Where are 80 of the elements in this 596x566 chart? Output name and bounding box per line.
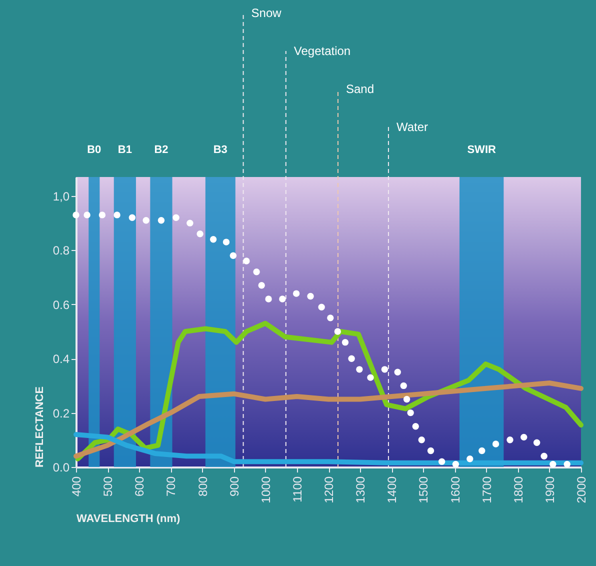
point (265, 296, 272, 302)
x-tick-label: 2000 (574, 476, 588, 504)
point (230, 252, 237, 259)
point (72, 212, 80, 218)
ref-line-label: Sand (346, 82, 374, 96)
point (196, 230, 204, 238)
y-tick-label: 0.8 (52, 244, 70, 258)
point (128, 214, 136, 221)
point (243, 258, 250, 264)
y-tick-label: 0.0 (52, 460, 70, 474)
y-axis-title: REFLECTANCE (34, 386, 46, 468)
band-label: B0 (87, 144, 102, 156)
point (394, 368, 401, 376)
point (253, 268, 260, 276)
point (348, 355, 355, 362)
point (334, 328, 342, 335)
point (478, 447, 486, 454)
x-tick-label: 800 (196, 476, 210, 497)
x-tick-label: 1900 (542, 476, 557, 504)
y-tick-label: 0.2 (52, 406, 70, 420)
point (279, 296, 286, 302)
point (564, 460, 570, 468)
point (327, 314, 334, 322)
point (452, 460, 460, 468)
point (506, 436, 514, 444)
x-tick-label: 1000 (258, 476, 273, 504)
point (466, 456, 474, 462)
point (84, 212, 90, 218)
point (158, 217, 165, 224)
point (342, 338, 349, 346)
x-tick-label: 600 (132, 476, 147, 497)
x-tick-label: 1500 (416, 476, 431, 504)
point (142, 217, 150, 224)
point (533, 439, 540, 446)
point (367, 374, 374, 381)
point (407, 409, 414, 416)
point (210, 236, 217, 243)
point (418, 436, 425, 444)
point (356, 366, 363, 373)
point (550, 460, 556, 468)
point (222, 238, 230, 246)
x-tick-label: 1400 (385, 476, 400, 504)
point (492, 440, 500, 448)
x-tick-label: 1100 (290, 476, 304, 502)
ref-line-label: Snow (251, 6, 282, 20)
point (381, 366, 388, 373)
point (172, 214, 180, 221)
x-tick-label: 900 (227, 476, 242, 497)
y-tick-label: 0.6 (52, 298, 70, 312)
x-axis-title: WAVELENGTH (nm) (76, 513, 181, 526)
band-label: B3 (213, 144, 228, 156)
x-tick-label: 400 (70, 476, 84, 497)
band-label: SWIR (467, 144, 496, 156)
point (307, 292, 314, 300)
x-tick-label: 1200 (322, 476, 336, 504)
point (114, 212, 120, 218)
band-label: B2 (154, 144, 168, 156)
y-tick-label: 1,0 (52, 189, 70, 204)
x-tick-label: 1300 (354, 476, 368, 504)
point (412, 423, 419, 430)
x-tick-label: 700 (164, 476, 178, 497)
x-tick-label: 500 (101, 476, 116, 497)
x-tick-label: 1600 (448, 476, 462, 504)
point (400, 382, 407, 390)
point (98, 212, 106, 218)
point (438, 458, 446, 465)
point (520, 434, 528, 441)
band-label: B1 (118, 144, 132, 156)
x-tick-label: 1800 (511, 476, 526, 504)
y-tick-label: 0.4 (52, 352, 70, 366)
point (540, 452, 548, 460)
point (318, 304, 325, 310)
point (258, 282, 265, 289)
ref-line-label: Water (396, 120, 428, 134)
point (186, 220, 194, 226)
point (427, 447, 434, 454)
x-tick-label: 1700 (480, 476, 494, 504)
ref-line-label: Vegetation (294, 44, 351, 58)
point (403, 396, 410, 403)
point (292, 290, 300, 297)
